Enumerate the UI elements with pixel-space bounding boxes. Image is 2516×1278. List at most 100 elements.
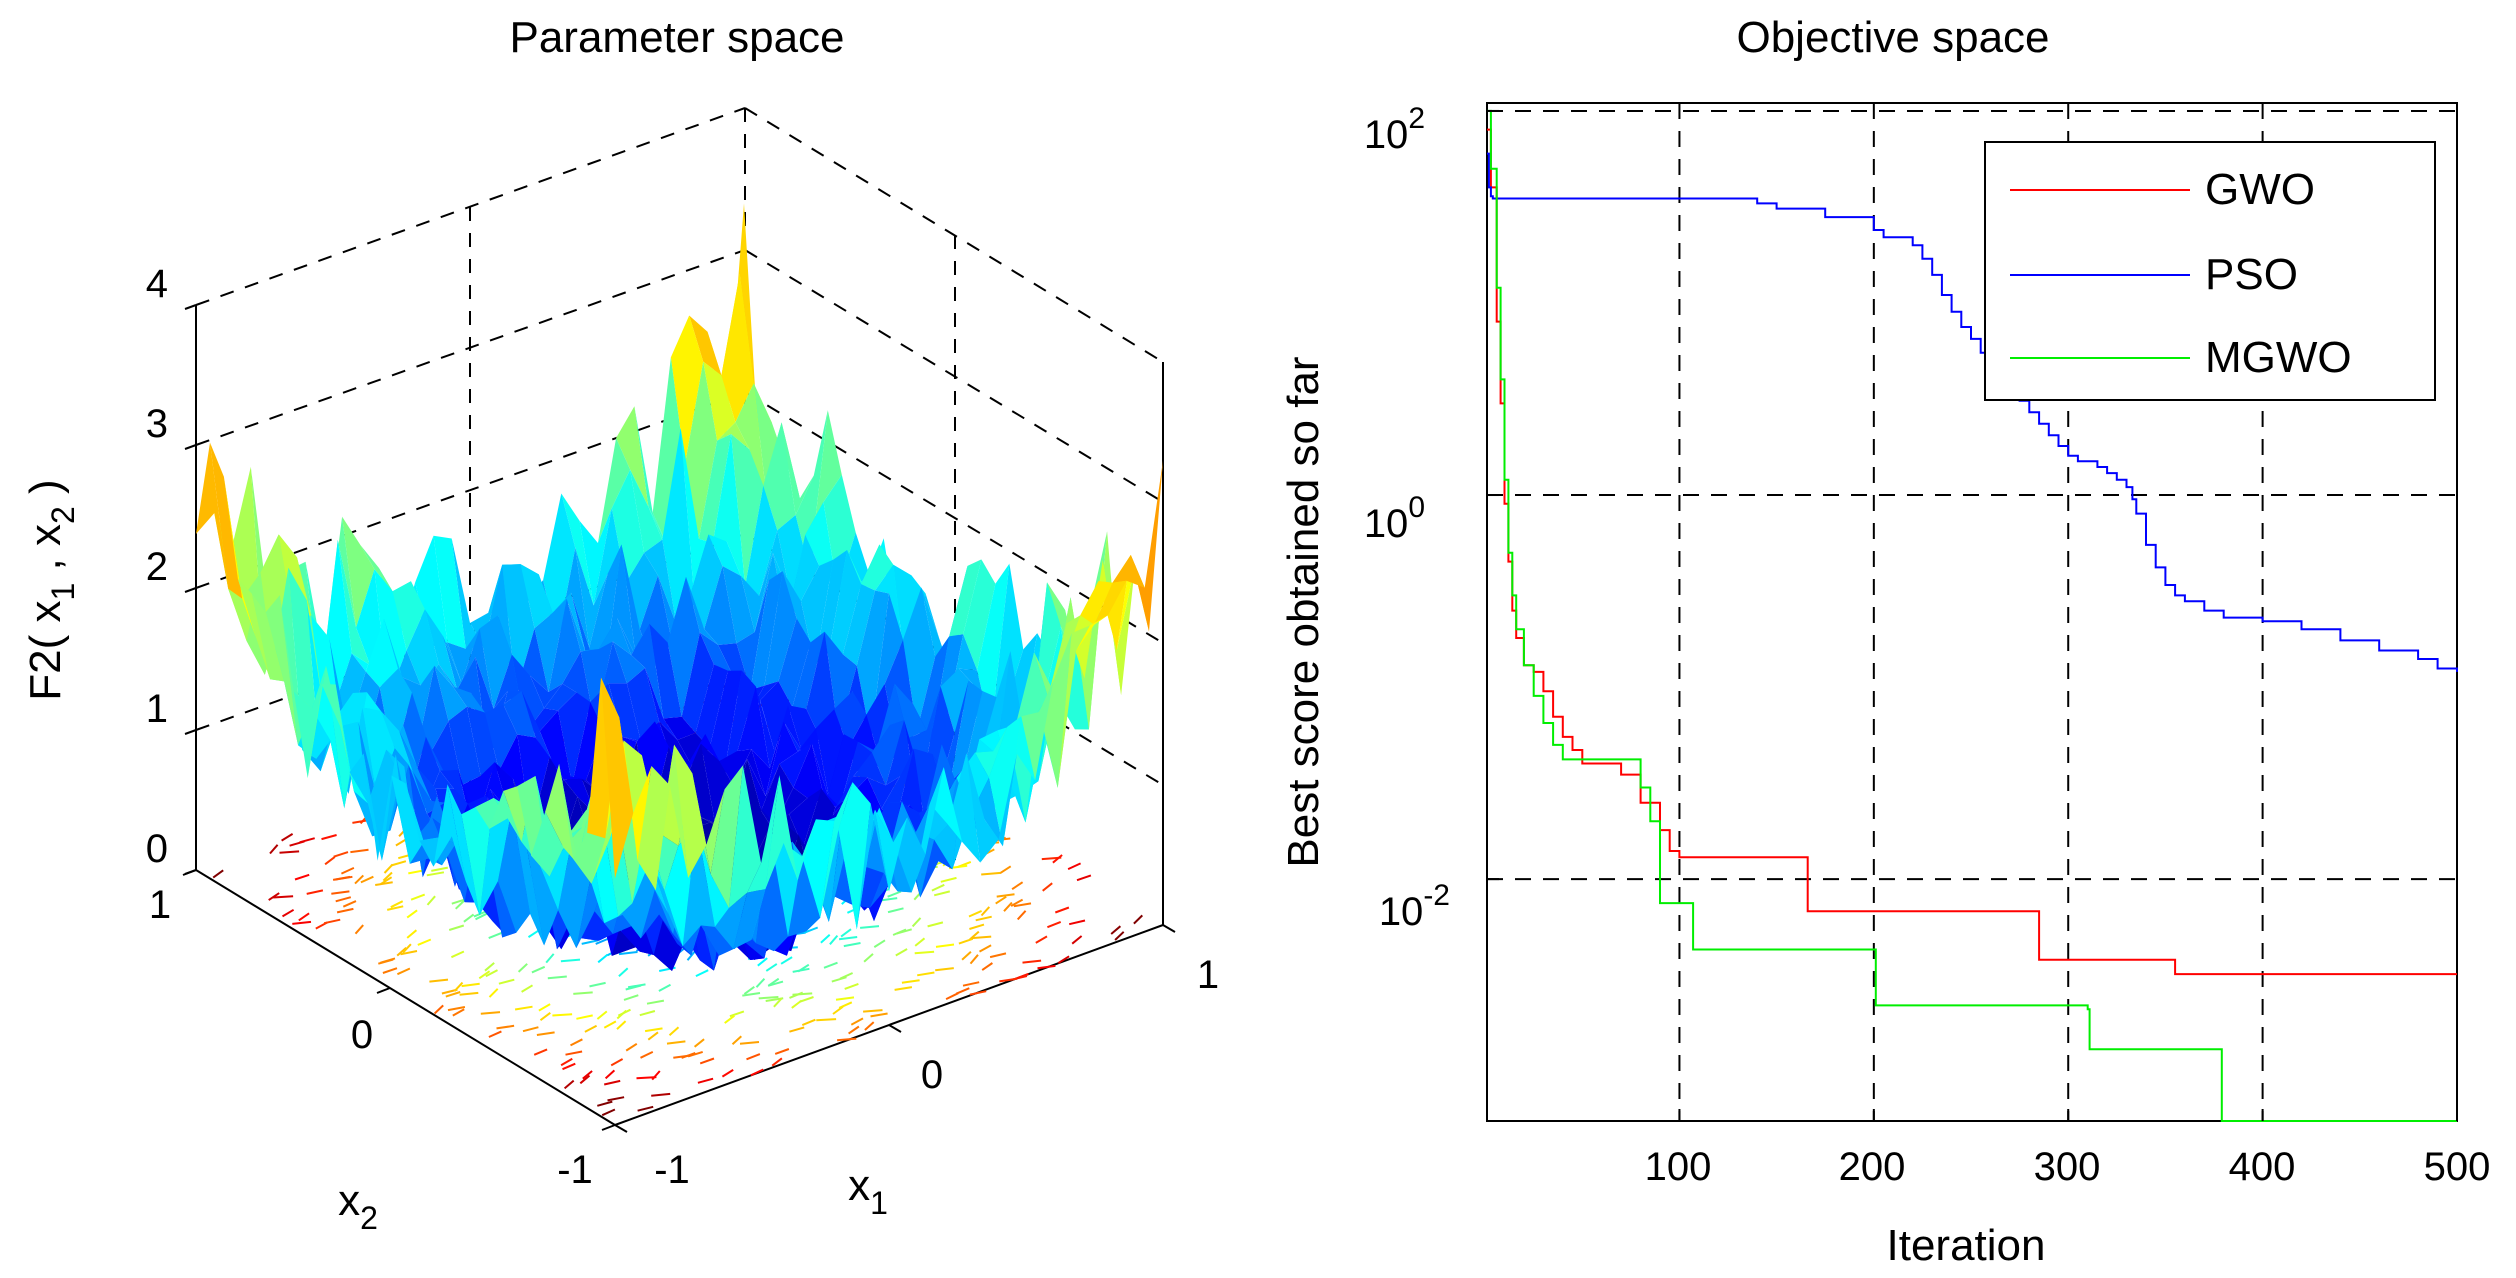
surface-facet [575, 548, 608, 648]
x-tick-label: 500 [2424, 1145, 2491, 1189]
surface-facet [760, 681, 793, 750]
contour-segment [383, 863, 394, 874]
surface-facet [920, 839, 953, 898]
contour-segment [340, 866, 355, 875]
surface-facet [534, 598, 567, 692]
contour-segment [463, 913, 475, 923]
contour-segment [640, 1050, 654, 1059]
contour-segment [940, 876, 957, 883]
surface-facet [795, 410, 828, 572]
surface-facet [722, 566, 755, 644]
contour-segment [840, 928, 852, 938]
contour-segment [879, 897, 898, 902]
contour-segment [695, 969, 709, 978]
surface-facet [654, 870, 687, 934]
surface-facet [485, 704, 518, 771]
surface-facet [696, 824, 729, 927]
contour-segment [306, 889, 324, 895]
surface-facet [503, 691, 536, 738]
surface-facet [763, 422, 796, 531]
surface-facet [692, 773, 725, 875]
contour-segment [565, 1050, 583, 1056]
surface-facet [421, 770, 454, 815]
contour-segment [1011, 881, 1024, 891]
surface-facet [949, 559, 982, 637]
contour-segment [273, 895, 294, 899]
surface-facet [539, 839, 572, 911]
legend: GWO PSO MGWO [1984, 141, 2436, 401]
surface-facet [759, 530, 792, 600]
surface-facet [539, 710, 573, 785]
contour-segment [281, 908, 295, 918]
surface-facet [682, 743, 715, 824]
contour-segment [498, 978, 515, 985]
contour-segment [331, 890, 350, 895]
surface-facet [701, 743, 734, 824]
objective-space-plot: Objective space 102 100 10-2 100 200 300… [1279, 13, 2490, 1270]
contour-segment [739, 1041, 760, 1045]
y-tick-label: 100 [1364, 491, 1425, 546]
surface-facet [755, 832, 788, 952]
surface-facet [825, 734, 858, 808]
contour-segment [1022, 959, 1042, 964]
contour-segment [1068, 919, 1086, 926]
surface-facet [502, 564, 535, 693]
surface-facet [626, 667, 660, 741]
contour-segment [1110, 925, 1122, 935]
surface-facet [379, 668, 412, 761]
surface-facet [958, 668, 992, 732]
x2-axis-label: x2 [338, 1176, 378, 1236]
surface-facet [670, 315, 704, 465]
contour-segment [335, 896, 352, 903]
contour-segment [452, 1008, 465, 1017]
contour-segment [604, 1069, 616, 1080]
surface-facet [531, 811, 564, 877]
contour-segment [212, 869, 224, 879]
contour-segment [968, 909, 983, 918]
contour-segment [539, 1012, 551, 1021]
surface-facet [579, 508, 612, 606]
contour-segment [453, 981, 464, 992]
surface-facet [684, 361, 718, 539]
surface-facet [612, 641, 646, 684]
contour-segment [780, 956, 793, 965]
contour-segment [527, 929, 540, 938]
contour-segment [431, 866, 448, 872]
surface-facet [451, 538, 484, 649]
contour-segment [601, 1108, 616, 1117]
surface-facet [608, 683, 641, 741]
contour-segment [616, 1020, 627, 1030]
contour-segment [570, 1038, 583, 1047]
surface-facet [611, 469, 645, 583]
surface-facet [434, 665, 467, 721]
surface-facet [483, 837, 517, 938]
surface-facet [406, 609, 439, 686]
contour-segment [774, 1048, 790, 1055]
surface-facet [545, 763, 578, 864]
z-tick-label: 1 [146, 687, 168, 731]
contour-segment [848, 1025, 860, 1035]
surface-facet [621, 544, 654, 667]
surface-facet [736, 580, 769, 690]
surface-facet [470, 564, 503, 647]
surface-facet [663, 716, 696, 740]
z-tick-label: 2 [146, 545, 168, 589]
contour-segment [955, 987, 970, 995]
surface-facet [811, 734, 844, 804]
surface-facet [788, 856, 821, 937]
surface-facet [649, 623, 682, 719]
surface-facet [1130, 460, 1163, 632]
contour-segment [461, 982, 480, 988]
surface-facet [598, 618, 632, 655]
contour-segment [644, 1027, 663, 1033]
contour-segment [931, 883, 945, 892]
surface-facet [695, 664, 728, 748]
surface-facet [979, 730, 1012, 787]
contour-segment [639, 1010, 656, 1017]
contour-segment [681, 1051, 696, 1059]
surface-facet [721, 273, 754, 423]
surface-facet [452, 686, 485, 713]
contour-segment [488, 1030, 502, 1038]
surface-mesh [196, 203, 1163, 971]
surface-facet [520, 564, 553, 629]
